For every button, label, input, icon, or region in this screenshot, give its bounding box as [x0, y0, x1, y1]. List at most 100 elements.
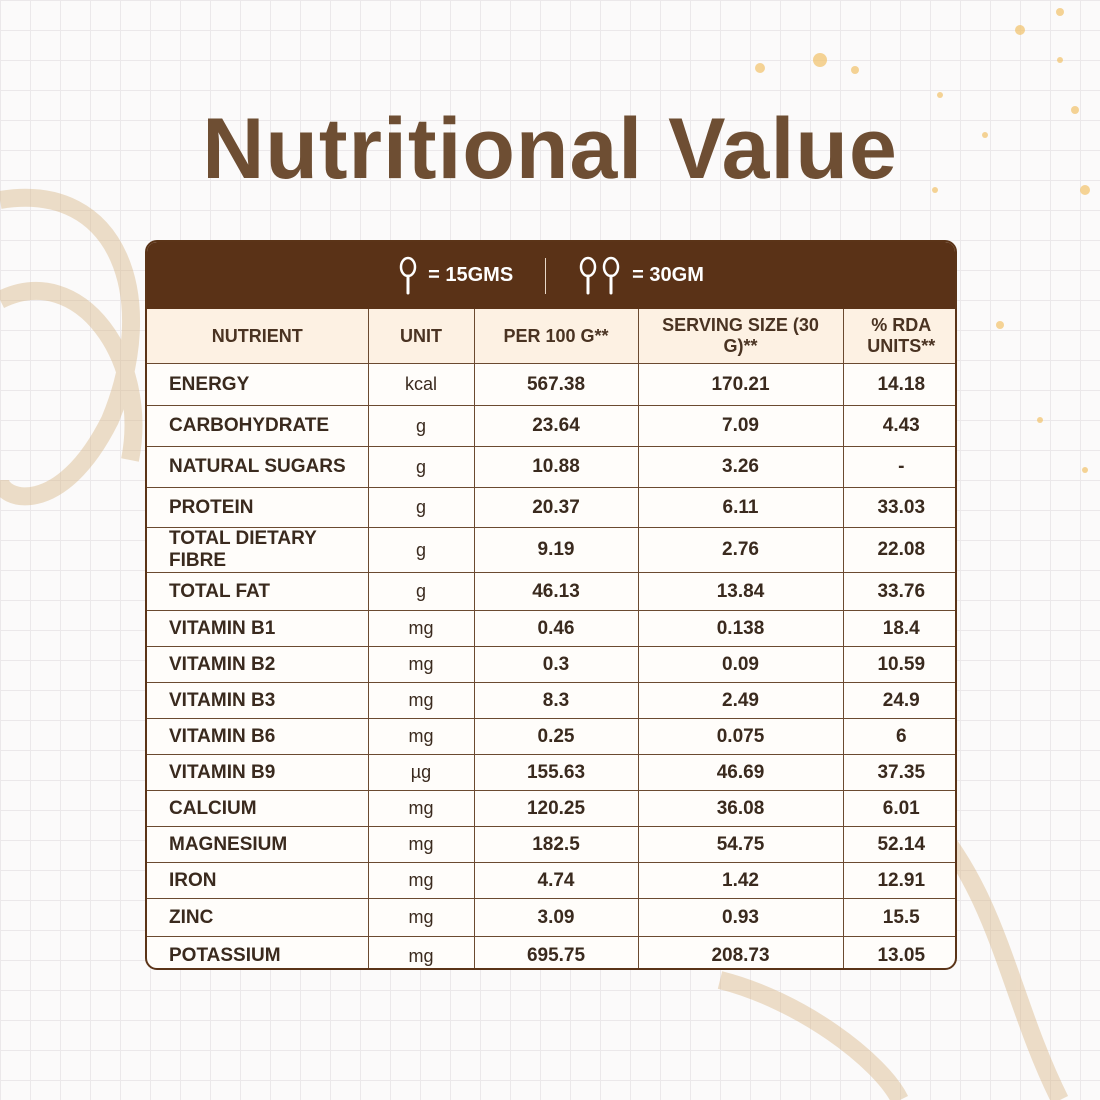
table-row: ENERGY kcal 567.38 170.21 14.18	[147, 363, 955, 406]
unit: mg	[367, 898, 475, 937]
value-cell: 208.73	[637, 936, 844, 968]
unit: mg	[367, 790, 475, 827]
value-cell: 54.75	[637, 826, 844, 863]
nutrient-name: CALCIUM	[147, 790, 369, 827]
serving-legend: = 15GMS = 30GM	[147, 242, 955, 309]
value-cell: 2.49	[637, 682, 844, 719]
value-cell: 0.09	[637, 646, 844, 683]
nutrition-table-card: = 15GMS = 30GM NUTRIENT UNIT PER 100 G** SE…	[145, 240, 957, 970]
unit: g	[367, 487, 475, 528]
nutrient-name: MAGNESIUM	[147, 826, 369, 863]
unit: g	[367, 527, 475, 573]
value-cell: 24.9	[842, 682, 955, 719]
header-row: NUTRIENT UNIT PER 100 G** SERVING SIZE (30 …	[147, 309, 955, 364]
value-cell: 3.26	[637, 446, 844, 488]
nutrient-name: ENERGY	[147, 363, 369, 406]
value-cell: 10.59	[842, 646, 955, 683]
value-cell: 22.08	[842, 527, 955, 573]
value-cell: 182.5	[473, 826, 639, 863]
value-cell: 0.3	[473, 646, 639, 683]
column-header: % RDA UNITS**	[842, 309, 955, 364]
value-cell: 0.25	[473, 718, 639, 755]
value-cell: 18.4	[842, 610, 955, 647]
column-header: NUTRIENT	[147, 309, 369, 364]
value-cell: 170.21	[637, 363, 844, 406]
table-row: VITAMIN B2 mg 0.3 0.09 10.59	[147, 646, 955, 683]
nutrient-name: TOTAL DIETARY FIBRE	[147, 527, 369, 573]
unit: µg	[367, 754, 475, 791]
column-header: PER 100 G**	[473, 309, 639, 364]
value-cell: 15.5	[842, 898, 955, 937]
nutrient-name: VITAMIN B6	[147, 718, 369, 755]
unit: kcal	[367, 363, 475, 406]
table-row: CARBOHYDRATE g 23.64 7.09 4.43	[147, 405, 955, 447]
value-cell: 9.19	[473, 527, 639, 573]
value-cell: 4.74	[473, 862, 639, 899]
value-cell: 33.76	[842, 572, 955, 611]
nutrient-name: ZINC	[147, 898, 369, 937]
value-cell: 23.64	[473, 405, 639, 447]
value-cell: 14.18	[842, 363, 955, 406]
nutrient-name: VITAMIN B2	[147, 646, 369, 683]
value-cell: 36.08	[637, 790, 844, 827]
nutrient-name: NATURAL SUGARS	[147, 446, 369, 488]
table-row: VITAMIN B6 mg 0.25 0.075 6	[147, 718, 955, 755]
value-cell: 37.35	[842, 754, 955, 791]
column-header: SERVING SIZE (30 G)**	[637, 309, 844, 364]
value-cell: 2.76	[637, 527, 844, 573]
table-row: VITAMIN B1 mg 0.46 0.138 18.4	[147, 610, 955, 647]
divider	[545, 257, 547, 294]
single-spoon-label: = 15GMS	[428, 264, 514, 286]
table-row: IRON mg 4.74 1.42 12.91	[147, 862, 955, 899]
table-row: CALCIUM mg 120.25 36.08 6.01	[147, 790, 955, 827]
table-row: NATURAL SUGARS g 10.88 3.26-	[147, 446, 955, 488]
value-cell: 6.01	[842, 790, 955, 827]
table-row: POTASSIUM mg 695.75 208.73 13.05	[147, 936, 955, 968]
value-cell: 33.03	[842, 487, 955, 528]
value-cell: 10.88	[473, 446, 639, 488]
value-cell: 20.37	[473, 487, 639, 528]
table-row: MAGNESIUM mg 182.5 54.75 52.14	[147, 826, 955, 863]
unit: mg	[367, 718, 475, 755]
value-cell: 4.43	[842, 405, 955, 447]
value-cell: 8.3	[473, 682, 639, 719]
nutrition-table: NUTRIENT UNIT PER 100 G** SERVING SIZE (30 …	[147, 309, 955, 968]
value-cell: 0.93	[637, 898, 844, 937]
value-cell: 6.11	[637, 487, 844, 528]
nutrient-name: POTASSIUM	[147, 936, 369, 968]
nutrient-name: VITAMIN B9	[147, 754, 369, 791]
value-cell: 46.13	[473, 572, 639, 611]
nutrient-name: VITAMIN B1	[147, 610, 369, 647]
unit: mg	[367, 682, 475, 719]
value-cell: 0.46	[473, 610, 639, 647]
value-cell: 12.91	[842, 862, 955, 899]
table-row: VITAMIN B9 µg 155.63 46.69 37.35	[147, 754, 955, 791]
value-cell: 1.42	[637, 862, 844, 899]
unit: mg	[367, 610, 475, 647]
unit: mg	[367, 862, 475, 899]
title: Nutritional Value	[202, 101, 898, 197]
value-cell: 0.075	[637, 718, 844, 755]
unit: g	[367, 405, 475, 447]
table-row: PROTEIN g 20.37 6.11 33.03	[147, 487, 955, 528]
table-row: VITAMIN B3 mg 8.3 2.49 24.9	[147, 682, 955, 719]
double-spoon-label: = 30GM	[632, 264, 704, 286]
nutrient-name: TOTAL FAT	[147, 572, 369, 611]
nutrient-name: CARBOHYDRATE	[147, 405, 369, 447]
column-header: UNIT	[367, 309, 475, 364]
value-cell: 3.09	[473, 898, 639, 937]
value-cell: 13.05	[842, 936, 955, 968]
value-cell: 695.75	[473, 936, 639, 968]
value-cell: 52.14	[842, 826, 955, 863]
unit: mg	[367, 936, 475, 968]
spoon-icon	[399, 256, 417, 294]
value-cell: 7.09	[637, 405, 844, 447]
table-row: ZINC mg 3.09 0.93 15.5	[147, 898, 955, 937]
table-row: TOTAL DIETARY FIBRE g 9.19 2.76 22.08	[147, 527, 955, 573]
value-cell: 13.84	[637, 572, 844, 611]
spoon-icon	[579, 256, 620, 294]
value-cell: -	[842, 446, 955, 488]
nutrient-name: IRON	[147, 862, 369, 899]
value-cell: 46.69	[637, 754, 844, 791]
